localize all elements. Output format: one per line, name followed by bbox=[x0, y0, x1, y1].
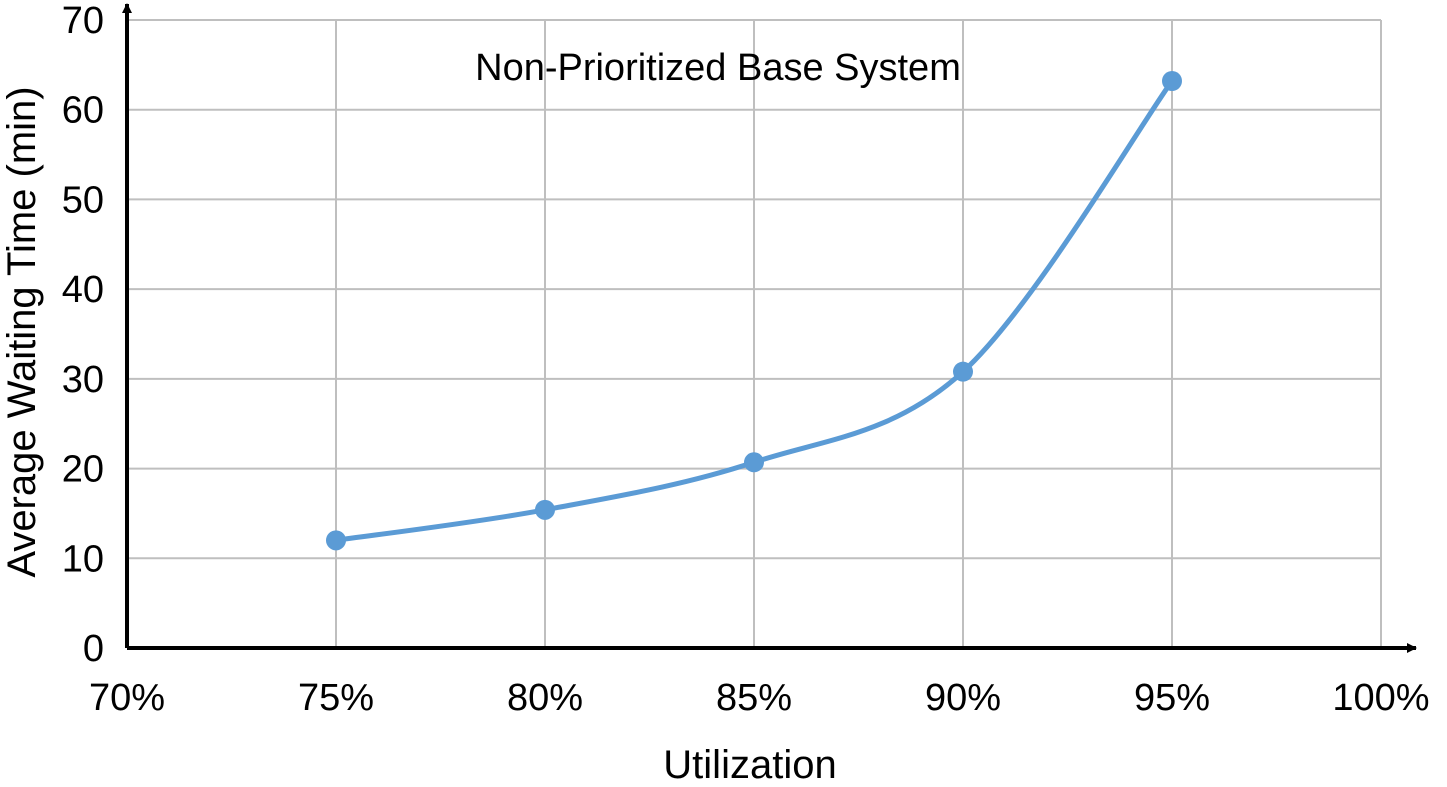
x-tick-label: 70% bbox=[89, 677, 165, 719]
x-tick-labels: 70% 75% 80% 85% 90% 95% 100% bbox=[89, 677, 1430, 719]
x-tick-label: 90% bbox=[925, 677, 1001, 719]
x-tick-label: 95% bbox=[1134, 677, 1210, 719]
series-line-0 bbox=[333, 78, 1175, 543]
data-point-1 bbox=[535, 499, 555, 520]
x-axis-title: Utilization bbox=[663, 743, 836, 782]
data-point-2 bbox=[744, 452, 764, 473]
x-tick-label: 75% bbox=[298, 677, 374, 719]
y-tick-label: 40 bbox=[62, 269, 104, 311]
chart-title: Non-Prioritized Base System bbox=[475, 47, 961, 89]
y-axis-title: Average Waiting Time (min) bbox=[0, 86, 44, 577]
y-tick-labels: 0 10 20 30 40 50 60 70 bbox=[62, 0, 104, 670]
y-tick-label: 20 bbox=[62, 449, 104, 491]
x-tick-label: 100% bbox=[1332, 677, 1429, 719]
data-point-4 bbox=[1162, 71, 1182, 92]
y-tick-label: 60 bbox=[62, 90, 104, 132]
x-tick-label: 85% bbox=[716, 677, 792, 719]
y-tick-label: 70 bbox=[62, 0, 104, 42]
y-tick-label: 10 bbox=[62, 538, 104, 580]
y-tick-label: 50 bbox=[62, 179, 104, 221]
data-point-0 bbox=[326, 530, 346, 551]
gridlines bbox=[127, 19, 1382, 648]
x-tick-label: 80% bbox=[507, 677, 583, 719]
y-tick-label: 0 bbox=[83, 628, 104, 670]
data-point-3 bbox=[953, 361, 973, 382]
series bbox=[326, 71, 1182, 551]
y-tick-label: 30 bbox=[62, 359, 104, 401]
axes bbox=[122, 3, 1417, 653]
